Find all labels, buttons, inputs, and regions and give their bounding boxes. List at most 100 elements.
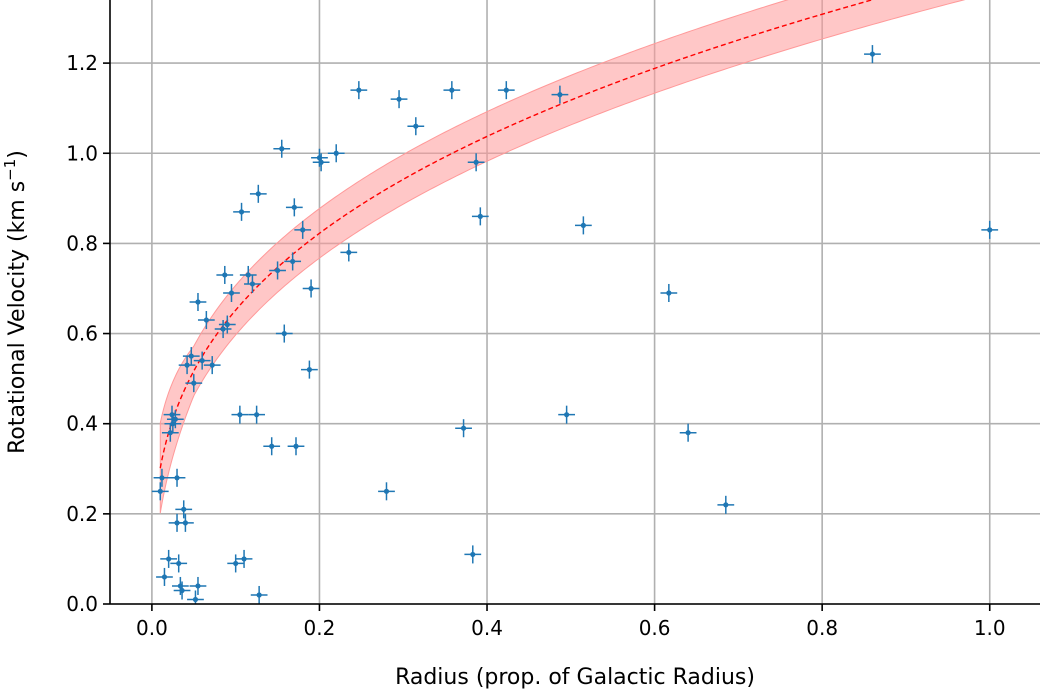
point-marker bbox=[255, 191, 261, 197]
data-points bbox=[151, 45, 999, 604]
point-marker bbox=[249, 281, 256, 287]
point-marker bbox=[169, 412, 175, 418]
data-point-54 bbox=[407, 117, 425, 136]
confidence-band bbox=[159, 0, 966, 514]
point-marker bbox=[176, 560, 182, 567]
y-tick-label: 0.8 bbox=[66, 231, 98, 255]
data-point-68 bbox=[981, 220, 999, 239]
point-marker bbox=[306, 367, 313, 373]
data-point-15 bbox=[178, 356, 196, 375]
fit-curve bbox=[159, 0, 875, 469]
data-point-19 bbox=[189, 292, 207, 312]
data-point-43 bbox=[287, 437, 305, 456]
point-marker bbox=[470, 551, 476, 558]
data-point-20 bbox=[189, 576, 207, 595]
point-marker bbox=[233, 560, 239, 567]
fit-line bbox=[159, 0, 875, 469]
y-axis-label: Rotational Velocity (km s−1) bbox=[1, 150, 30, 454]
data-point-61 bbox=[551, 85, 569, 104]
point-marker bbox=[237, 412, 243, 418]
point-marker bbox=[346, 249, 352, 256]
point-marker bbox=[685, 430, 691, 436]
data-point-32 bbox=[239, 265, 257, 284]
y-tick-label: 0.6 bbox=[66, 322, 98, 346]
point-marker bbox=[308, 285, 314, 292]
data-point-50 bbox=[340, 243, 358, 262]
data-point-27 bbox=[223, 283, 240, 302]
point-marker bbox=[269, 443, 275, 449]
point-marker bbox=[396, 96, 402, 102]
point-marker bbox=[181, 506, 187, 512]
data-point-33 bbox=[244, 274, 261, 293]
point-marker bbox=[290, 258, 296, 265]
data-point-17 bbox=[185, 374, 203, 393]
data-point-60 bbox=[497, 81, 515, 100]
point-marker bbox=[228, 290, 235, 296]
y-tick-label: 1.2 bbox=[66, 51, 98, 75]
point-marker bbox=[281, 330, 287, 337]
point-marker bbox=[209, 362, 215, 368]
data-point-49 bbox=[327, 144, 345, 163]
data-point-30 bbox=[233, 202, 250, 221]
data-point-41 bbox=[284, 252, 302, 271]
x-tick-label: 0.2 bbox=[304, 616, 336, 640]
point-marker bbox=[174, 520, 180, 526]
data-point-67 bbox=[864, 45, 881, 64]
point-marker bbox=[238, 209, 245, 215]
data-point-36 bbox=[250, 585, 268, 604]
fit-confidence-band bbox=[159, 0, 966, 514]
point-marker bbox=[184, 362, 190, 368]
data-point-35 bbox=[249, 184, 267, 203]
data-point-16 bbox=[182, 347, 200, 366]
data-point-37 bbox=[263, 437, 281, 456]
data-point-58 bbox=[467, 153, 485, 172]
point-marker bbox=[987, 227, 993, 233]
data-point-6 bbox=[164, 414, 182, 433]
point-marker bbox=[473, 159, 479, 165]
data-point-44 bbox=[294, 220, 312, 239]
point-marker bbox=[477, 213, 483, 219]
point-marker bbox=[195, 583, 201, 589]
point-marker bbox=[274, 267, 281, 274]
data-point-56 bbox=[455, 419, 472, 438]
data-point-40 bbox=[275, 324, 293, 343]
point-marker bbox=[182, 520, 189, 526]
data-point-3 bbox=[160, 549, 178, 568]
data-point-66 bbox=[717, 495, 735, 514]
data-point-25 bbox=[216, 265, 234, 284]
point-marker bbox=[293, 443, 299, 449]
data-point-48 bbox=[312, 153, 330, 172]
y-tick-label: 0.0 bbox=[66, 592, 98, 616]
data-point-0 bbox=[151, 482, 169, 501]
point-marker bbox=[383, 488, 390, 494]
y-tick-label: 0.4 bbox=[66, 412, 98, 436]
data-point-5 bbox=[163, 405, 181, 424]
y-tick-label: 1.0 bbox=[66, 141, 98, 165]
data-point-2 bbox=[156, 567, 173, 586]
y-axis-label-main: Rotational Velocity (km s bbox=[5, 181, 30, 454]
data-point-64 bbox=[660, 283, 678, 302]
point-marker bbox=[159, 475, 165, 481]
point-marker bbox=[174, 475, 180, 481]
point-marker bbox=[222, 272, 228, 278]
data-point-57 bbox=[464, 545, 482, 564]
data-point-59 bbox=[471, 207, 489, 226]
point-marker bbox=[188, 353, 194, 359]
point-marker bbox=[245, 272, 251, 278]
point-marker bbox=[199, 357, 205, 364]
point-marker bbox=[166, 556, 172, 562]
y-axis-label-superscript: −1 bbox=[1, 159, 19, 181]
data-point-13 bbox=[175, 500, 193, 519]
data-point-24 bbox=[214, 320, 232, 339]
data-point-51 bbox=[350, 81, 368, 100]
data-point-10 bbox=[170, 554, 188, 573]
point-marker bbox=[256, 592, 262, 598]
point-marker bbox=[356, 87, 362, 93]
y-tick-label: 0.2 bbox=[66, 502, 98, 526]
data-point-55 bbox=[443, 81, 461, 100]
y-ticks: 0.0 0.2 0.4 0.6 0.8 1.0 1.2 bbox=[66, 51, 110, 616]
point-marker bbox=[580, 222, 586, 228]
data-point-23 bbox=[203, 356, 221, 375]
point-marker bbox=[279, 146, 285, 152]
